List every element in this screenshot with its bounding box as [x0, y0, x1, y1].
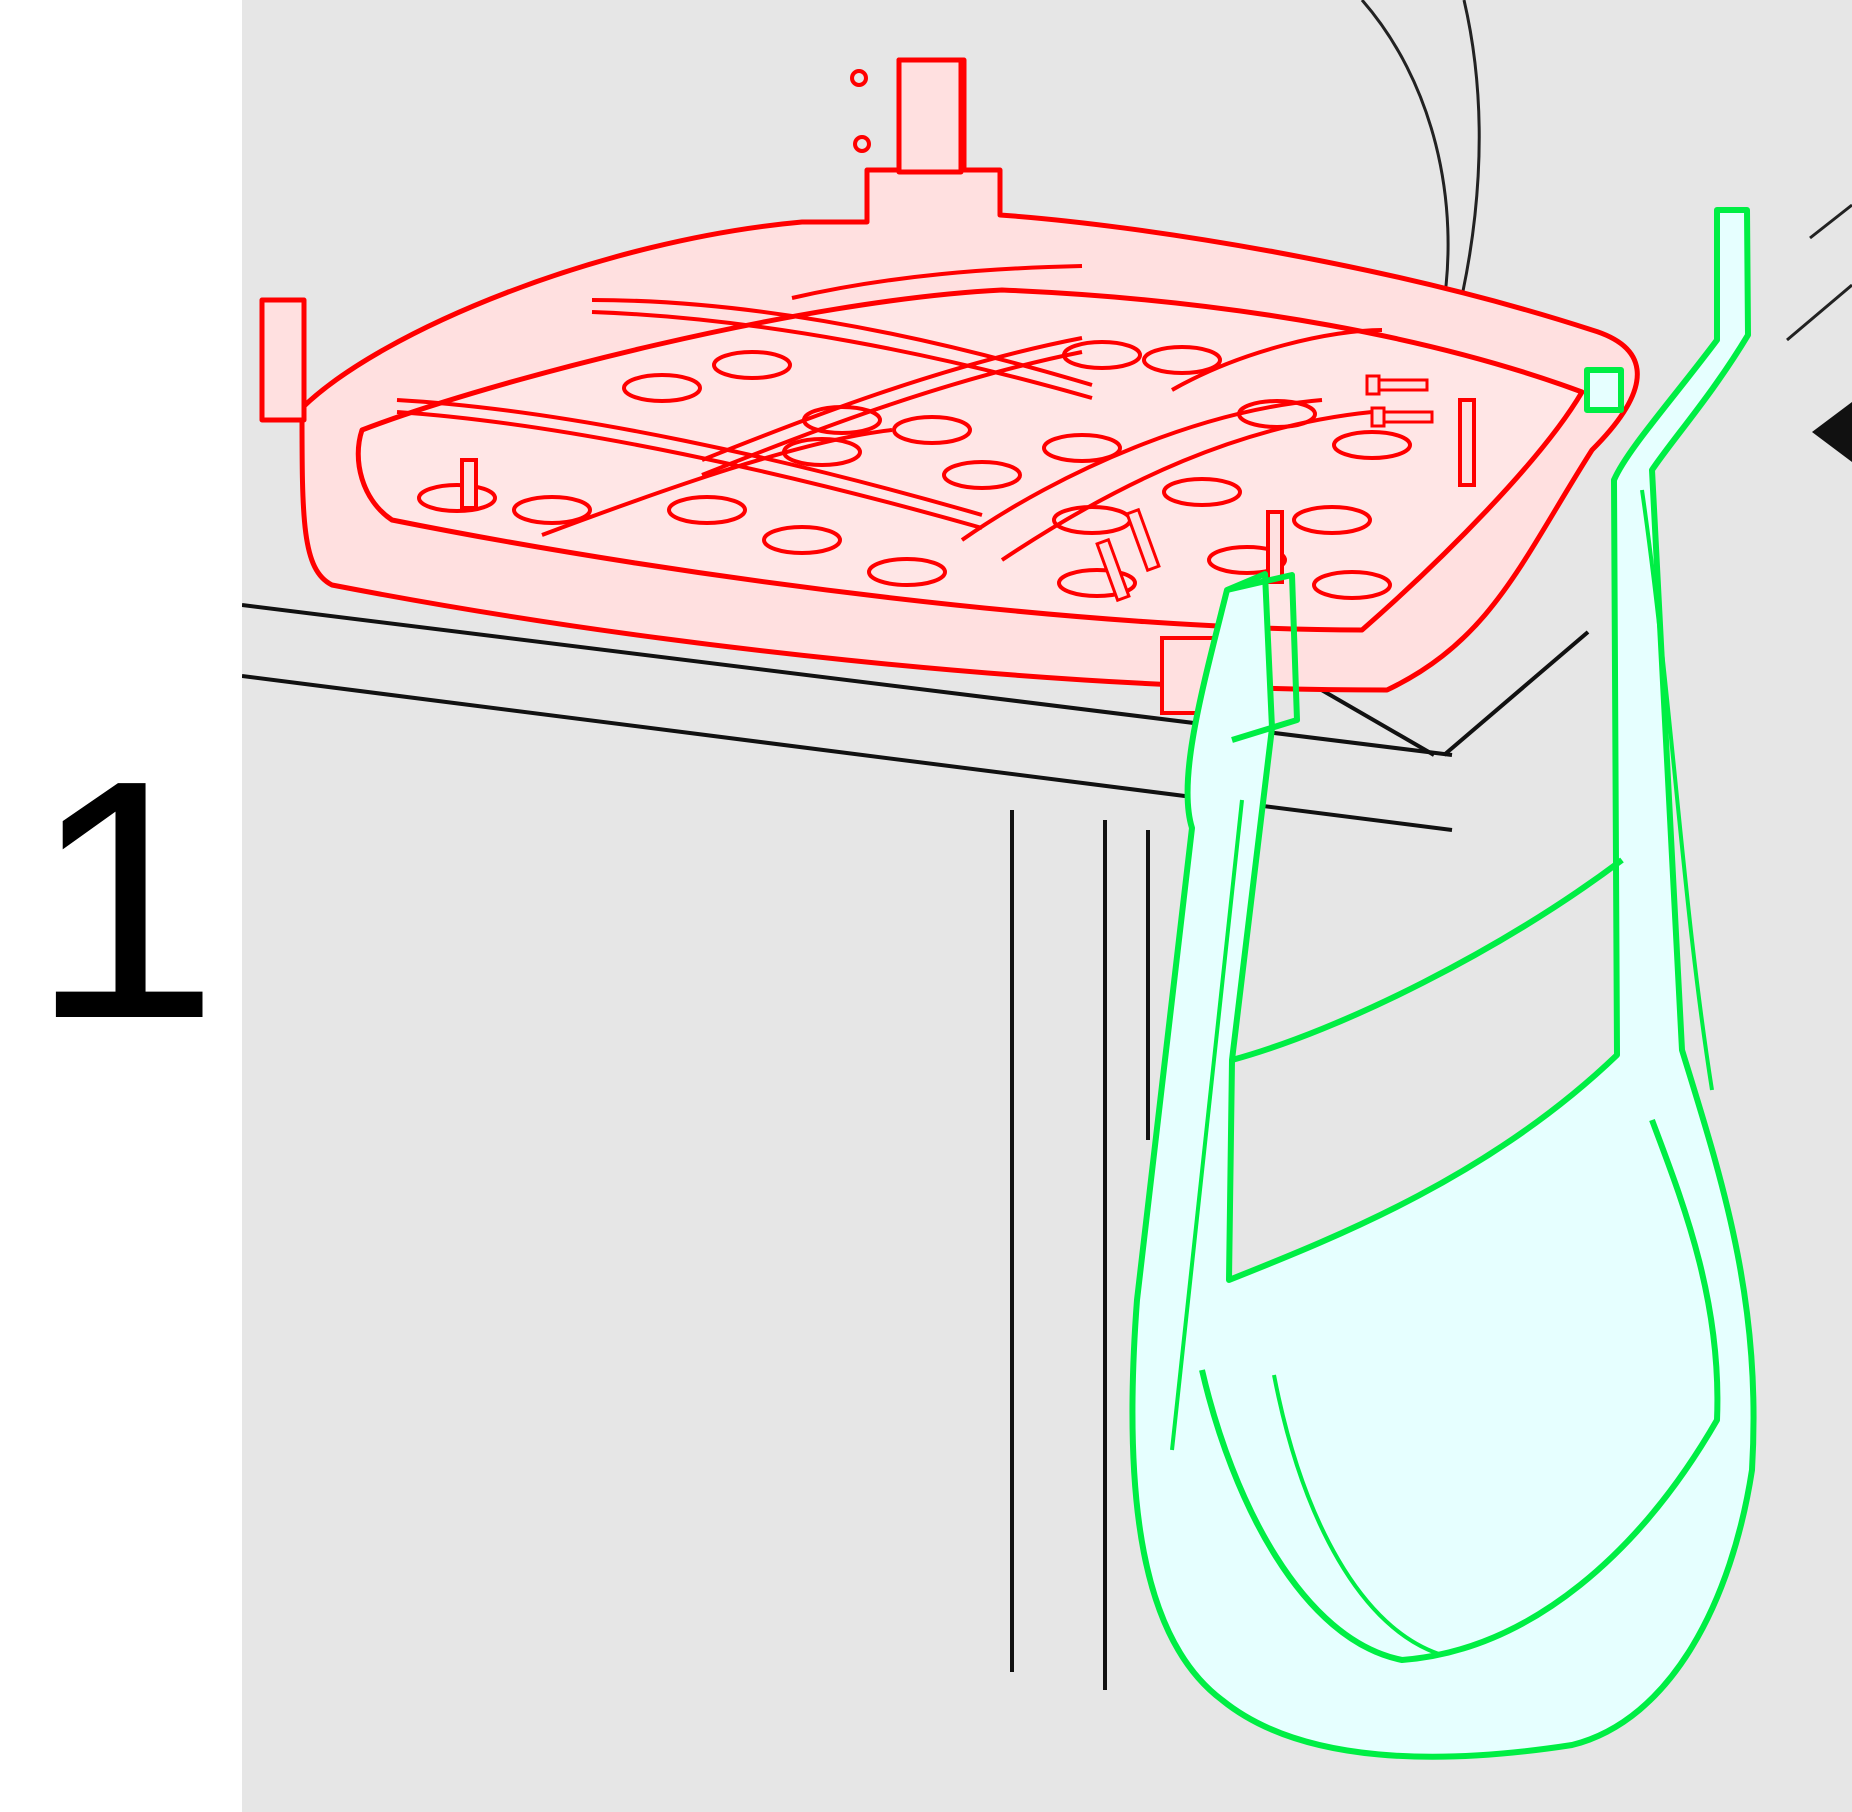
leg-frame-inner — [1170, 489, 1714, 1451]
step-number: 1 — [30, 710, 220, 1090]
leg-frame — [1129, 207, 1757, 1760]
screw-3 — [1125, 507, 1161, 573]
screw-4 — [1095, 537, 1131, 603]
assembly-illustration — [242, 0, 1852, 1812]
screw-2 — [1370, 406, 1434, 428]
step-panel: 1 — [0, 0, 242, 1812]
direction-arrow-icon — [1812, 402, 1852, 462]
seat-ribs — [396, 264, 1383, 562]
seat-holes — [417, 340, 1412, 600]
screws — [1095, 374, 1434, 603]
screw-1 — [1365, 374, 1429, 396]
